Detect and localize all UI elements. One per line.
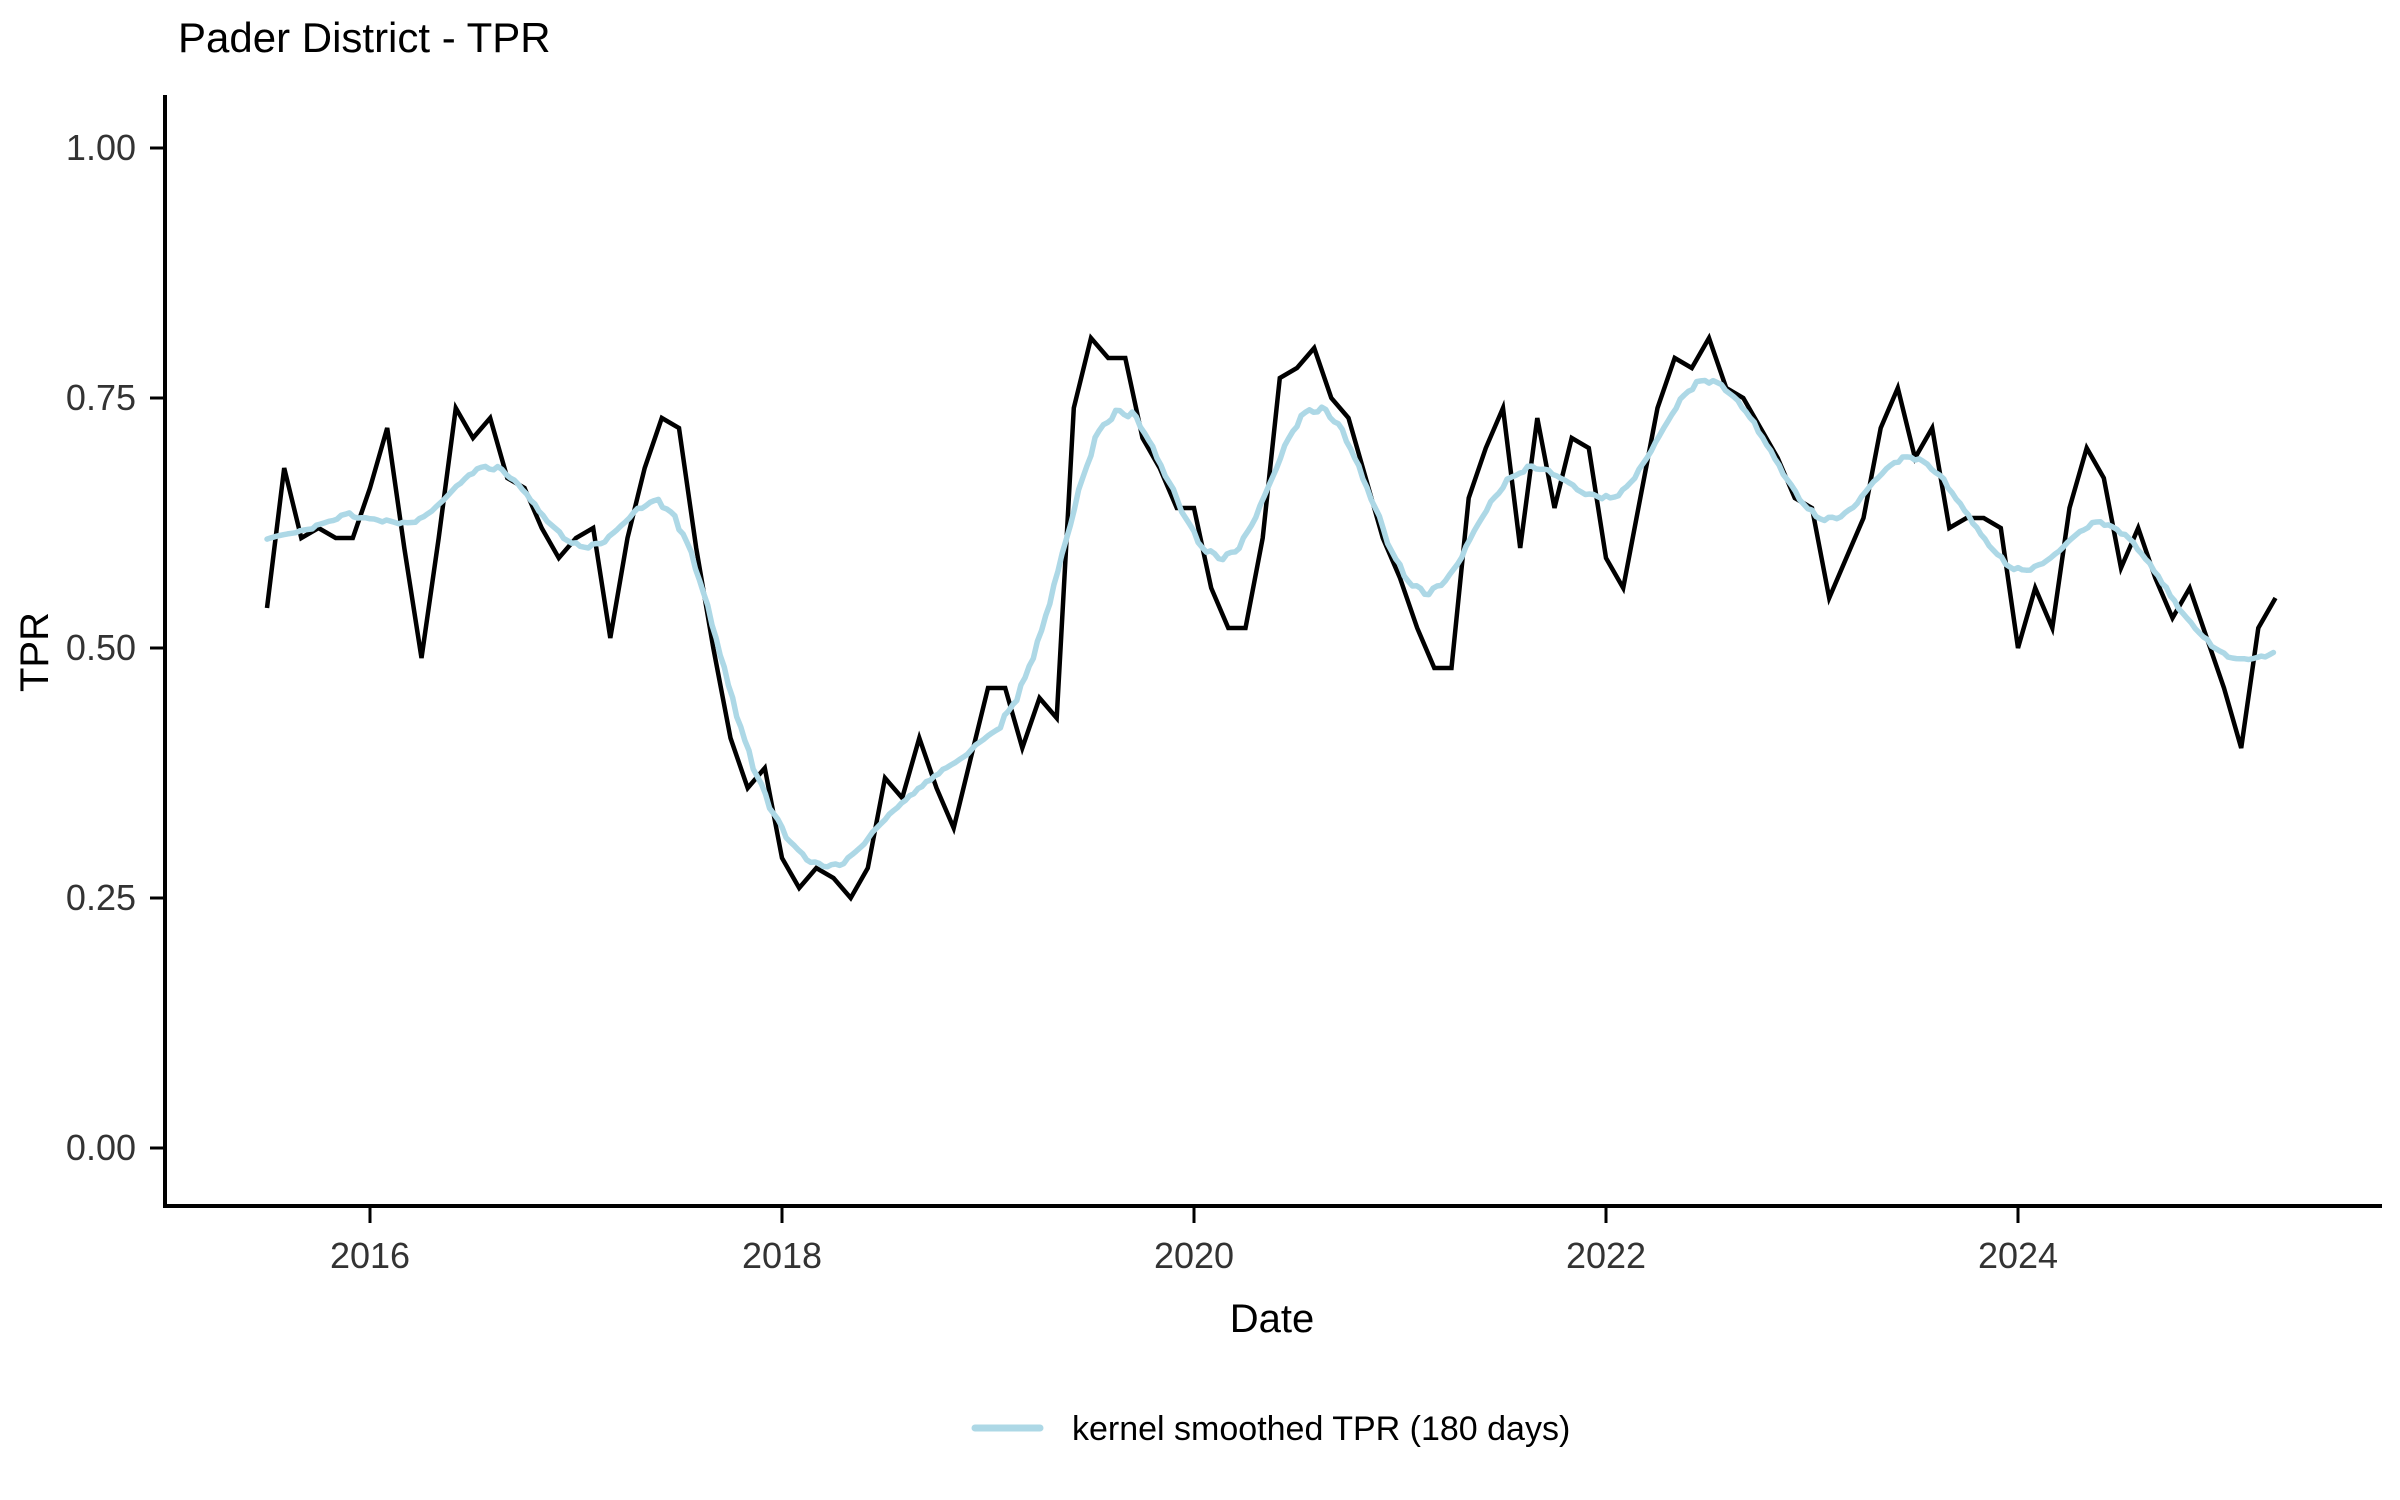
x-axis-label: Date [1230, 1297, 1315, 1341]
y-tick-label: 1.00 [66, 127, 136, 168]
y-tick-label: 0.25 [66, 877, 136, 918]
y-axis-ticks: 0.00 0.25 0.50 0.75 1.00 [66, 127, 165, 1168]
x-tick-label: 2024 [1978, 1235, 2058, 1276]
x-tick-label: 2022 [1566, 1235, 1646, 1276]
legend-label: kernel smoothed TPR (180 days) [1072, 1410, 1570, 1448]
x-tick-label: 2020 [1154, 1235, 1234, 1276]
smoothed-tpr-line [264, 377, 2277, 870]
x-axis-ticks: 2016 2018 2020 2022 2024 [330, 1206, 2058, 1276]
y-axis-label: TPR [13, 612, 57, 692]
x-tick-label: 2018 [742, 1235, 822, 1276]
legend: kernel smoothed TPR (180 days) [971, 1410, 1570, 1448]
y-tick-label: 0.00 [66, 1127, 136, 1168]
raw-tpr-line [264, 332, 2278, 902]
y-tick-label: 0.50 [66, 627, 136, 668]
x-tick-label: 2016 [330, 1235, 410, 1276]
chart-title: Pader District - TPR [178, 14, 551, 61]
y-tick-label: 0.75 [66, 377, 136, 418]
